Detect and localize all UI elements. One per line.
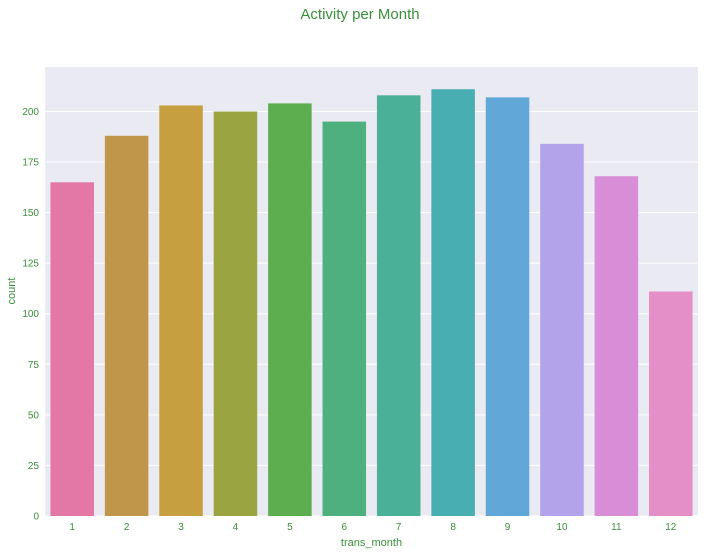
y-tick-label: 0 [33,512,39,523]
y-tick-label: 125 [22,259,39,270]
grid-lines [45,110,698,517]
y-tick-label: 50 [28,410,40,421]
x-tick-label: 10 [556,522,568,533]
x-tick-label: 8 [450,522,456,533]
y-tick-label: 100 [22,309,39,320]
bar-month-1 [50,182,94,516]
bar-month-11 [594,176,639,516]
bar-month-9 [485,97,530,517]
bar-month-2 [104,135,149,517]
x-tick-label: 7 [396,522,402,533]
x-tick-labels: 1 2 3 4 5 6 7 8 9 10 11 12 [69,522,676,533]
y-tick-label: 200 [22,107,39,118]
plot-area [45,67,698,516]
x-tick-label: 9 [505,522,511,533]
y-tick-labels: 0 25 50 75 100 125 150 175 200 [22,107,39,523]
bar-month-8 [431,89,475,517]
x-tick-label: 6 [342,522,348,533]
x-tick-label: 1 [69,522,75,533]
x-tick-label: 11 [611,522,622,533]
bar-month-12 [649,291,693,516]
y-tick-label: 150 [22,208,39,219]
bar-month-10 [540,143,584,517]
y-axis-label: count [6,278,18,305]
chart-title: Activity per Month [300,6,419,23]
bars [50,89,693,517]
y-tick-label: 175 [22,158,39,169]
x-tick-label: 2 [124,522,130,533]
y-tick-label: 25 [28,461,40,472]
bar-month-5 [268,103,312,517]
x-tick-label: 4 [233,522,239,533]
x-tick-label: 12 [665,522,677,533]
bar-month-7 [376,95,421,517]
y-tick-label: 75 [28,360,40,371]
bar-month-4 [213,111,258,517]
x-axis-label: trans_month [341,537,402,549]
bar-month-3 [159,105,203,517]
bar-month-6 [322,121,367,517]
x-tick-label: 5 [287,522,293,533]
x-tick-label: 3 [178,522,184,533]
